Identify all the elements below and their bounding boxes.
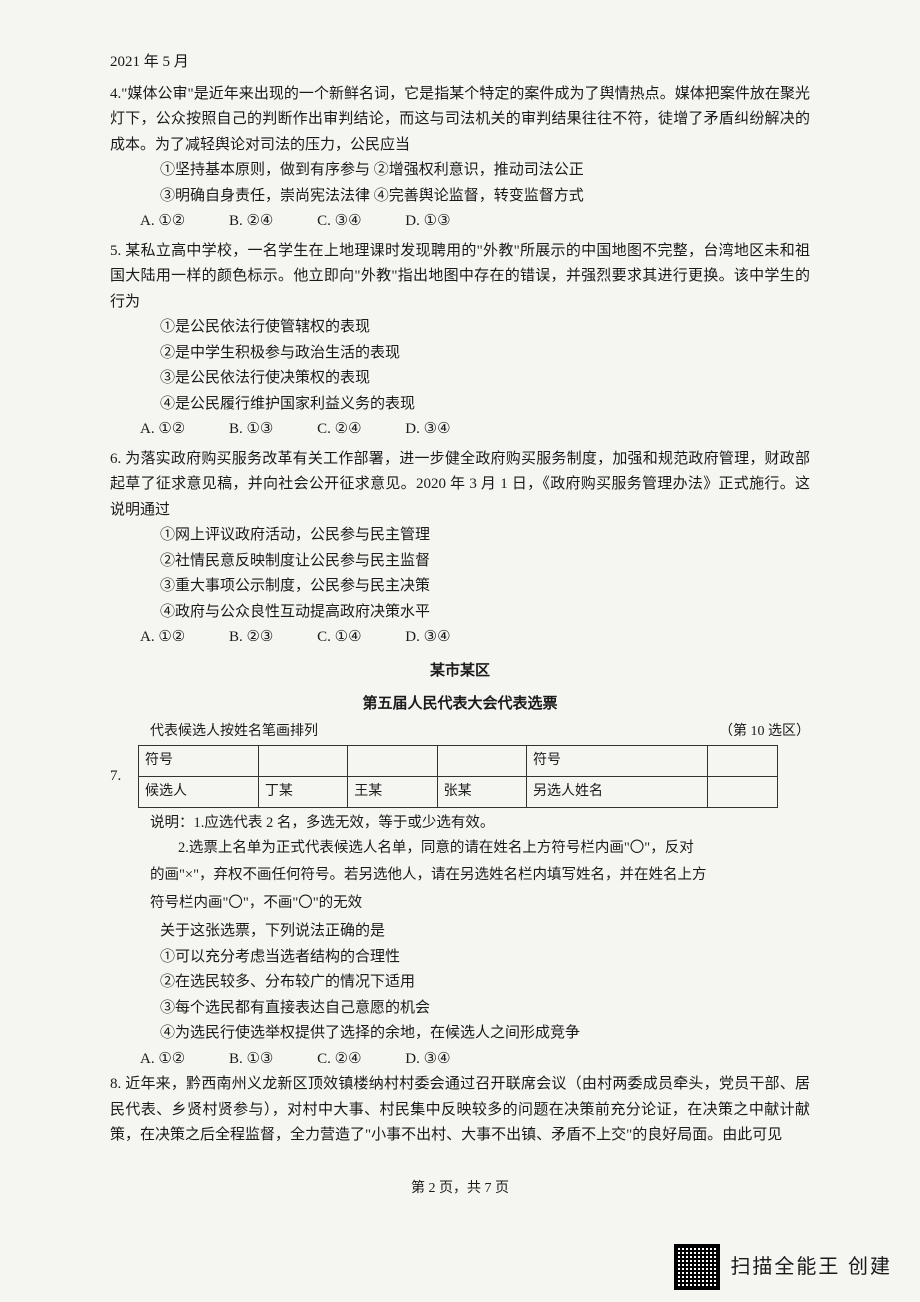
q5-item-2: ②是中学生积极参与政治生活的表现 — [110, 341, 810, 367]
scan-footer: 扫描全能王 创建 — [674, 1244, 892, 1290]
ballot-sort-note: 代表候选人按姓名笔画排列 — [150, 720, 318, 744]
ballot-r1c4 — [437, 746, 526, 777]
q7-options: A. ①② B. ①③ C. ②④ D. ③④ — [110, 1047, 810, 1073]
q5-body: 5. 某私立高中学校，一名学生在上地理课时发现聘用的"外教"所展示的中国地图不完… — [110, 239, 810, 316]
ballot-row-2: 候选人 丁某 王某 张某 另选人姓名 — [139, 777, 778, 808]
q6-body: 6. 为落实政府购买服务改革有关工作部署，进一步健全政府购买服务制度，加强和规范… — [110, 447, 810, 524]
scan-app-label: 扫描全能王 创建 — [730, 1250, 892, 1284]
q7-item-3: ③每个选民都有直接表达自己意愿的机会 — [110, 996, 810, 1022]
ballot-table: 符号 符号 候选人 丁某 王某 张某 另选人姓名 — [138, 745, 778, 808]
q7-opt-c: C. ②④ — [317, 1047, 361, 1073]
q5-item-4: ④是公民履行维护国家利益义务的表现 — [110, 392, 810, 418]
ballot-r2c3: 王某 — [348, 777, 437, 808]
q7-item-2: ②在选民较多、分布较广的情况下适用 — [110, 970, 810, 996]
q8-body: 8. 近年来，黔西南州义龙新区顶效镇楼纳村村委会通过召开联席会议（由村两委成员牵… — [110, 1072, 810, 1149]
q4-item-2: ③明确自身责任，崇尚宪法法律 ④完善舆论监督，转变监督方式 — [110, 184, 810, 210]
ballot-title-1: 某市某区 — [110, 659, 810, 685]
q6-item-3: ③重大事项公示制度，公民参与民主决策 — [110, 574, 810, 600]
ballot-r2c6 — [708, 777, 778, 808]
q7-explain-1: 说明：1.应选代表 2 名，多选无效，等于或少选有效。 — [110, 811, 810, 836]
ballot-r1c3 — [348, 746, 437, 777]
ballot-r2c5: 另选人姓名 — [527, 777, 708, 808]
q4-opt-d: D. ①③ — [405, 209, 450, 235]
ballot-r1c6 — [708, 746, 778, 777]
ballot-r1c1: 符号 — [139, 746, 259, 777]
q4-item-1: ①坚持基本原则，做到有序参与 ②增强权利意识，推动司法公正 — [110, 158, 810, 184]
q6-item-1: ①网上评议政府活动，公民参与民主管理 — [110, 523, 810, 549]
question-4: 4."媒体公审"是近年来出现的一个新鲜名词，它是指某个特定的案件成为了舆情热点。… — [110, 82, 810, 235]
ballot-r1c2 — [258, 746, 347, 777]
ballot-r1c5: 符号 — [527, 746, 708, 777]
header-date: 2021 年 5 月 — [110, 50, 810, 76]
question-6: 6. 为落实政府购买服务改革有关工作部署，进一步健全政府购买服务制度，加强和规范… — [110, 447, 810, 651]
q7-item-1: ①可以充分考虑当选者结构的合理性 — [110, 945, 810, 971]
q5-opt-a: A. ①② — [140, 417, 185, 443]
q4-options: A. ①② B. ②④ C. ③④ D. ①③ — [110, 209, 810, 235]
q4-body: 4."媒体公审"是近年来出现的一个新鲜名词，它是指某个特定的案件成为了舆情热点。… — [110, 82, 810, 159]
q6-item-4: ④政府与公众良性互动提高政府决策水平 — [110, 600, 810, 626]
ballot-district: （第 10 选区） — [719, 720, 810, 744]
q7-opt-a: A. ①② — [140, 1047, 185, 1073]
ballot-r2c2: 丁某 — [258, 777, 347, 808]
ballot-r2c4: 张某 — [437, 777, 526, 808]
q7-number: 7. — [110, 764, 130, 790]
q5-opt-c: C. ②④ — [317, 417, 361, 443]
ballot-r2c1: 候选人 — [139, 777, 259, 808]
q5-opt-d: D. ③④ — [405, 417, 450, 443]
q5-options: A. ①② B. ①③ C. ②④ D. ③④ — [110, 417, 810, 443]
q4-opt-a: A. ①② — [140, 209, 185, 235]
q6-opt-b: B. ②③ — [229, 625, 273, 651]
q6-item-2: ②社情民意反映制度让公民参与民主监督 — [110, 549, 810, 575]
q5-item-3: ③是公民依法行使决策权的表现 — [110, 366, 810, 392]
q7-stem: 关于这张选票，下列说法正确的是 — [110, 919, 810, 945]
q4-opt-b: B. ②④ — [229, 209, 273, 235]
q5-opt-b: B. ①③ — [229, 417, 273, 443]
page-number: 第 2 页，共 7 页 — [110, 1177, 810, 1201]
question-8: 8. 近年来，黔西南州义龙新区顶效镇楼纳村村委会通过召开联席会议（由村两委成员牵… — [110, 1072, 810, 1149]
q7-opt-b: B. ①③ — [229, 1047, 273, 1073]
q7-explain-3: 的画"×"，弃权不画任何符号。若另选他人，请在另选姓名栏内填写姓名，并在姓名上方 — [110, 863, 810, 888]
q7-opt-d: D. ③④ — [405, 1047, 450, 1073]
q7-item-4: ④为选民行使选举权提供了选择的余地，在候选人之间形成竞争 — [110, 1021, 810, 1047]
q6-options: A. ①② B. ②③ C. ①④ D. ③④ — [110, 625, 810, 651]
ballot-row-1: 符号 符号 — [139, 746, 778, 777]
q6-opt-c: C. ①④ — [317, 625, 361, 651]
question-5: 5. 某私立高中学校，一名学生在上地理课时发现聘用的"外教"所展示的中国地图不完… — [110, 239, 810, 443]
qr-code-icon — [674, 1244, 720, 1290]
q5-item-1: ①是公民依法行使管辖权的表现 — [110, 315, 810, 341]
ballot-title-2: 第五届人民代表大会代表选票 — [110, 692, 810, 718]
q6-opt-a: A. ①② — [140, 625, 185, 651]
ballot-subheader: 代表候选人按姓名笔画排列 （第 10 选区） — [150, 720, 810, 744]
q6-opt-d: D. ③④ — [405, 625, 450, 651]
q7-explain-2: 2.选票上名单为正式代表候选人名单，同意的请在姓名上方符号栏内画"〇"，反对 — [110, 836, 810, 861]
q4-opt-c: C. ③④ — [317, 209, 361, 235]
q7-explain-4: 符号栏内画"〇"，不画"〇"的无效 — [110, 891, 810, 916]
